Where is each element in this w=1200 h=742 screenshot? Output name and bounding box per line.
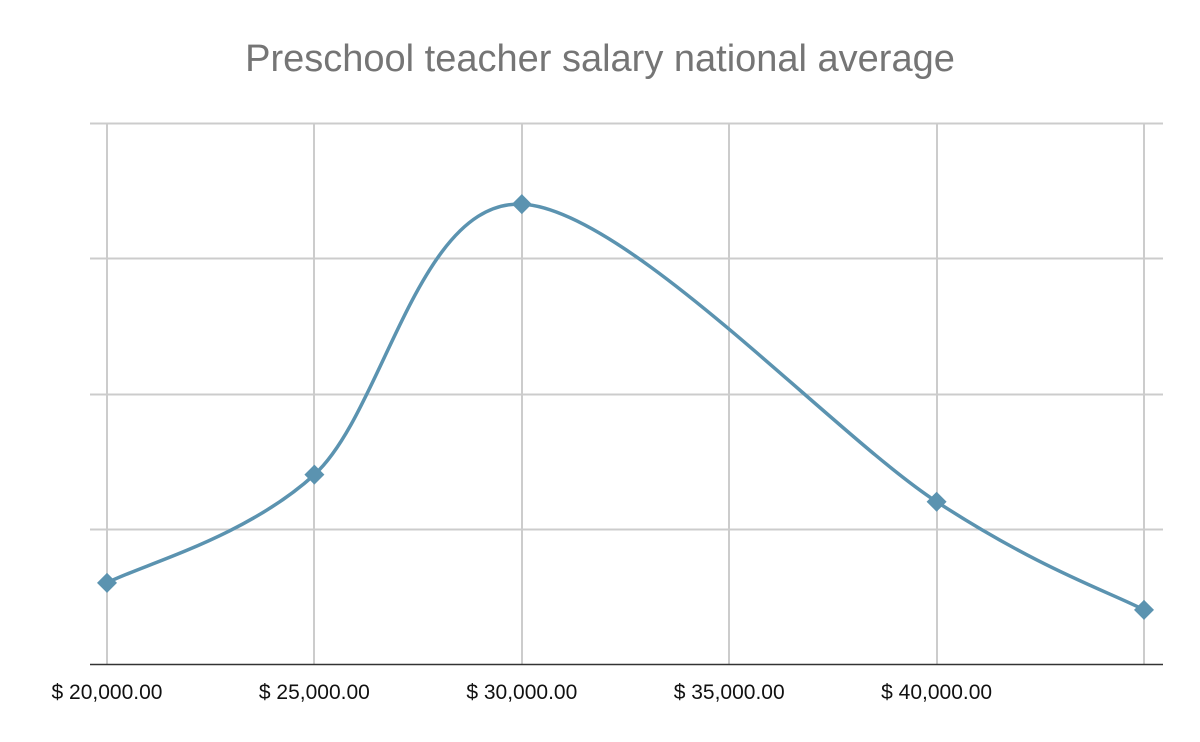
series-layer <box>105 202 1146 612</box>
marker-layer <box>97 194 1154 620</box>
data-point-marker <box>926 491 947 512</box>
data-point-marker <box>1134 599 1154 620</box>
chart-title: Preschool teacher salary national averag… <box>245 38 955 80</box>
x-tick-label: $ 30,000.00 <box>466 681 577 704</box>
data-point-marker <box>97 572 117 593</box>
data-point-marker <box>304 464 325 485</box>
series-line <box>105 202 1146 612</box>
grid-layer <box>90 122 1163 664</box>
data-point-marker <box>511 194 532 215</box>
x-tick-label: $ 40,000.00 <box>881 681 992 704</box>
x-tick-label: $ 35,000.00 <box>674 681 785 704</box>
tick-layer: $ 20,000.00 $ 25,000.00 $ 30,000.00 $ 35,00… <box>52 681 993 704</box>
x-tick-label: $ 20,000.00 <box>52 681 163 704</box>
x-tick-label: $ 25,000.00 <box>259 681 370 704</box>
